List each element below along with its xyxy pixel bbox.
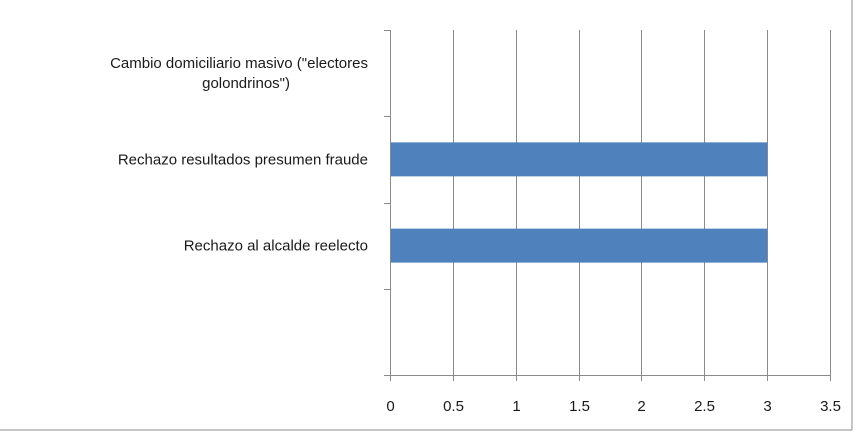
bar-1	[390, 142, 768, 177]
x-tick-label-0: 0	[386, 398, 394, 415]
bar-2	[390, 228, 768, 263]
x-tick-label-7: 3.5	[820, 398, 841, 415]
x-tick-label-1: 0.5	[443, 398, 464, 415]
x-tick-label-4: 2	[637, 398, 645, 415]
x-tick-label-5: 2.5	[694, 398, 715, 415]
category-label-1: Rechazo resultados presumen fraude	[118, 151, 368, 168]
category-label-2: Rechazo al alcalde reelecto	[184, 238, 368, 255]
x-tick-label-2: 1	[512, 398, 520, 415]
category-label-0: Cambio domiciliario masivo ("electores go…	[110, 55, 368, 92]
x-tick-label-3: 1.5	[569, 398, 590, 415]
x-tick-label-6: 3	[763, 398, 771, 415]
